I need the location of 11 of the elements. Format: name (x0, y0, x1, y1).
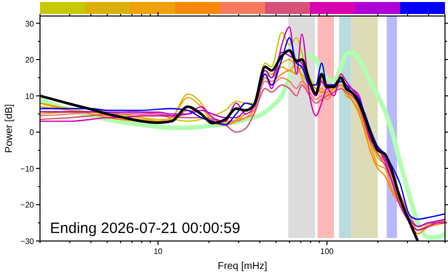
x-tick-label: 100 (320, 247, 334, 256)
y-tick-label: −20 (20, 200, 35, 210)
x-axis-title: Freq [mHz] (218, 261, 268, 272)
annotation: Ending 2026-07-21 00:00:59 (50, 220, 240, 237)
y-tick-label: 20 (25, 56, 35, 65)
y-axis-title: Power [dB] (4, 104, 15, 153)
y-tick-label: −30 (20, 237, 35, 246)
y-tick-label: 0 (30, 128, 35, 138)
y-tick-label: 30 (25, 19, 35, 28)
y-tick-label: −10 (20, 164, 35, 174)
y-tick-label: 10 (25, 92, 35, 101)
